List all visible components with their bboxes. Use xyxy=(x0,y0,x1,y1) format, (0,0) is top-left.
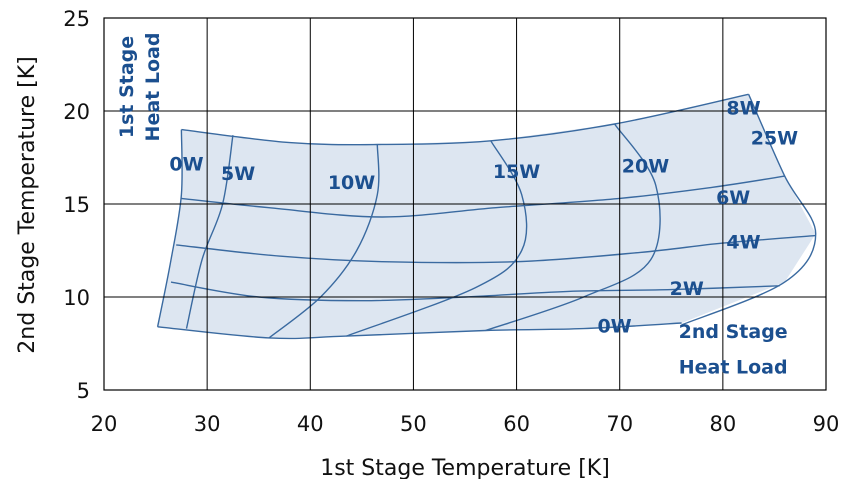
y-tick-label: 25 xyxy=(63,7,90,31)
first-stage-label-15w: 15W xyxy=(493,161,540,183)
operating-region xyxy=(157,94,816,338)
x-tick-label: 60 xyxy=(503,412,530,436)
second-stage-label-4w: 4W xyxy=(726,232,760,254)
first-stage-curve-10w xyxy=(268,144,380,339)
first-stage-label-0w: 0W xyxy=(169,154,203,176)
second-stage-label-0w: 0W xyxy=(597,315,631,337)
second-stage-curve-6w xyxy=(181,175,785,218)
y-tick-label: 5 xyxy=(77,379,90,403)
second-stage-label-2w: 2W xyxy=(670,278,704,300)
grid xyxy=(103,17,827,391)
curve-labels: 0W 5W 10W 15W 20W 25W 8W 6W 4W 2W 0W xyxy=(169,98,798,338)
first-stage-label-10w: 10W xyxy=(328,172,375,194)
y-tick-label: 10 xyxy=(63,286,90,310)
x-tick-label: 20 xyxy=(91,412,118,436)
first-stage-label-20w: 20W xyxy=(622,155,669,177)
first-stage-heat-load-title: 1st Stage Heat Load xyxy=(116,33,164,142)
first-stage-label-25w: 25W xyxy=(751,127,798,149)
first-stage-title-line-1: 1st Stage xyxy=(116,36,138,138)
y-tick-label: 15 xyxy=(63,193,90,217)
operating-region-fill xyxy=(157,94,816,338)
x-tick-label: 40 xyxy=(297,412,324,436)
x-tick-label: 90 xyxy=(813,412,840,436)
first-stage-label-5w: 5W xyxy=(221,163,255,185)
tick-labels: 20 30 40 50 60 70 80 90 5 10 15 20 25 xyxy=(63,7,839,436)
second-stage-curve-0w xyxy=(157,322,682,340)
first-stage-title-line-2: Heat Load xyxy=(142,33,164,142)
x-axis-title: 1st Stage Temperature [K] xyxy=(320,456,610,479)
first-stage-curve-25w xyxy=(681,94,817,326)
second-stage-title-line-1: 2nd Stage xyxy=(679,321,788,343)
y-axis-title: 2nd Stage Temperature [K] xyxy=(15,56,40,353)
second-stage-curve-8w xyxy=(181,93,749,146)
x-tick-label: 80 xyxy=(709,412,736,436)
first-stage-curve-20w xyxy=(485,123,661,332)
x-tick-label: 30 xyxy=(194,412,221,436)
second-stage-title-line-2: Heat Load xyxy=(679,356,788,378)
x-tick-label: 70 xyxy=(606,412,633,436)
second-stage-label-6w: 6W xyxy=(716,187,750,209)
plot-border xyxy=(103,17,827,391)
y-tick-label: 20 xyxy=(63,100,90,124)
x-tick-label: 50 xyxy=(400,412,427,436)
second-stage-label-8w: 8W xyxy=(726,98,760,120)
first-stage-curve-5w xyxy=(185,135,234,329)
